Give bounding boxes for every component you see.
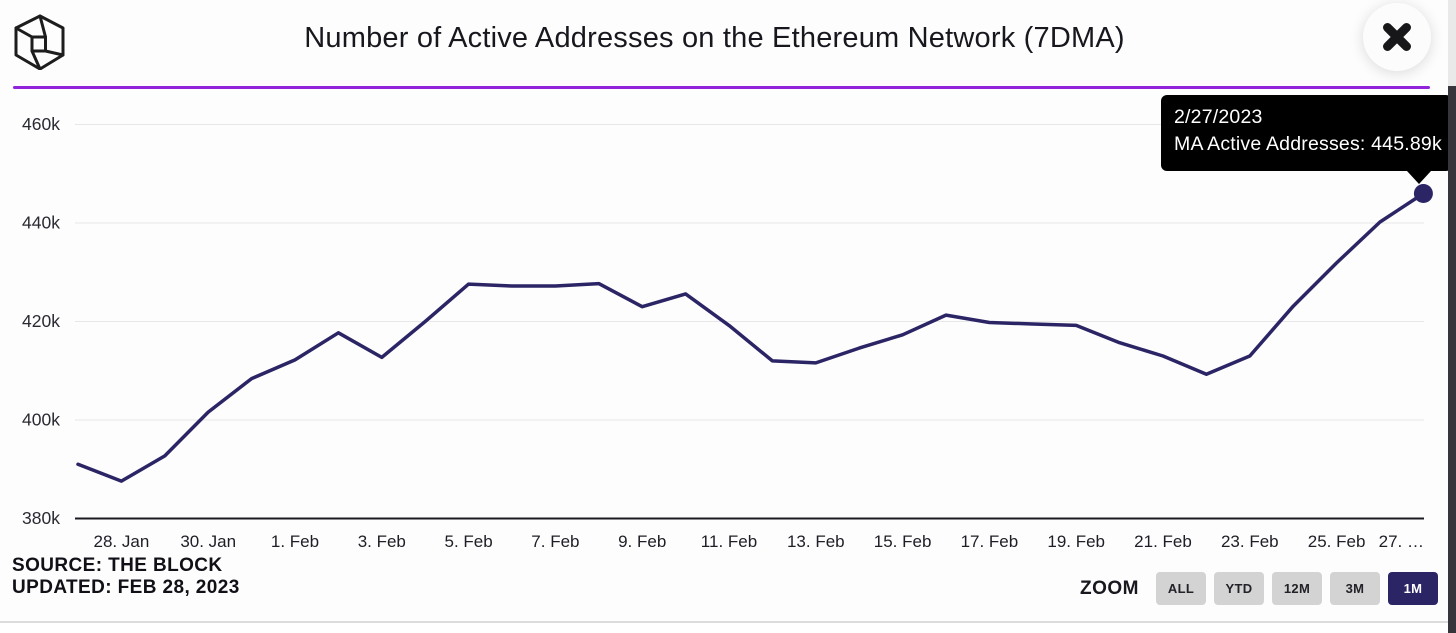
x-axis-label: 30. Jan xyxy=(180,532,236,551)
y-axis-label: 440k xyxy=(22,213,60,233)
x-axis-label: 23. Feb xyxy=(1221,532,1279,551)
close-button[interactable] xyxy=(1363,3,1431,71)
x-axis-label: 21. Feb xyxy=(1134,532,1192,551)
tooltip-value: MA Active Addresses: 445.89k xyxy=(1174,133,1442,155)
zoom-button-1m[interactable]: 1M xyxy=(1388,572,1438,605)
zoom-button-all[interactable]: ALL xyxy=(1156,572,1206,605)
x-axis-label: 7. Feb xyxy=(531,532,579,551)
accent-rule xyxy=(13,86,1430,89)
x-axis-label: 17. Feb xyxy=(961,532,1019,551)
y-axis-label: 380k xyxy=(22,508,60,528)
y-axis-label: 420k xyxy=(22,311,60,331)
x-axis-label: 3. Feb xyxy=(358,532,406,551)
series-line[interactable] xyxy=(76,191,1426,483)
the-block-logo-icon xyxy=(14,14,65,70)
updated-line: UPDATED: FEB 28, 2023 xyxy=(12,577,240,598)
zoom-button-12m[interactable]: 12M xyxy=(1272,572,1322,605)
y-axis-label: 400k xyxy=(22,410,60,430)
zoom-label: ZOOM xyxy=(1080,577,1139,599)
data-point-marker[interactable] xyxy=(1413,183,1433,203)
zoom-button-ytd[interactable]: YTD xyxy=(1214,572,1264,605)
source-note: SOURCE: THE BLOCK UPDATED: FEB 28, 2023 xyxy=(12,555,240,599)
close-icon xyxy=(1383,23,1411,51)
dimmed-page-edge xyxy=(1448,0,1456,633)
y-axis-label: 460k xyxy=(22,114,60,134)
x-axis-label: 25. Feb xyxy=(1308,532,1366,551)
chart-title: Number of Active Addresses on the Ethere… xyxy=(304,22,1125,54)
x-axis-label: 13. Feb xyxy=(787,532,845,551)
x-axis-label: 28. Jan xyxy=(94,532,150,551)
x-axis-label: 27. … xyxy=(1379,532,1424,551)
x-axis-label: 11. Feb xyxy=(701,532,757,551)
tooltip: 2/27/2023 MA Active Addresses: 445.89k xyxy=(1161,95,1452,184)
x-axis-label: 9. Feb xyxy=(618,532,666,551)
zoom-range-bar: ZOOM ALL YTD 12M 3M 1M xyxy=(1080,572,1438,605)
page-edge-top xyxy=(1448,0,1456,86)
x-axis-label: 5. Feb xyxy=(444,532,492,551)
x-axis-label: 15. Feb xyxy=(874,532,932,551)
card-bottom-border xyxy=(0,621,1449,623)
tooltip-date: 2/27/2023 xyxy=(1174,106,1263,128)
x-axis-label: 1. Feb xyxy=(271,532,319,551)
x-axis-label: 19. Feb xyxy=(1047,532,1105,551)
zoom-button-3m[interactable]: 3M xyxy=(1330,572,1380,605)
chart-card: Number of Active Addresses on the Ethere… xyxy=(12,3,1452,605)
source-line: SOURCE: THE BLOCK xyxy=(12,555,223,576)
